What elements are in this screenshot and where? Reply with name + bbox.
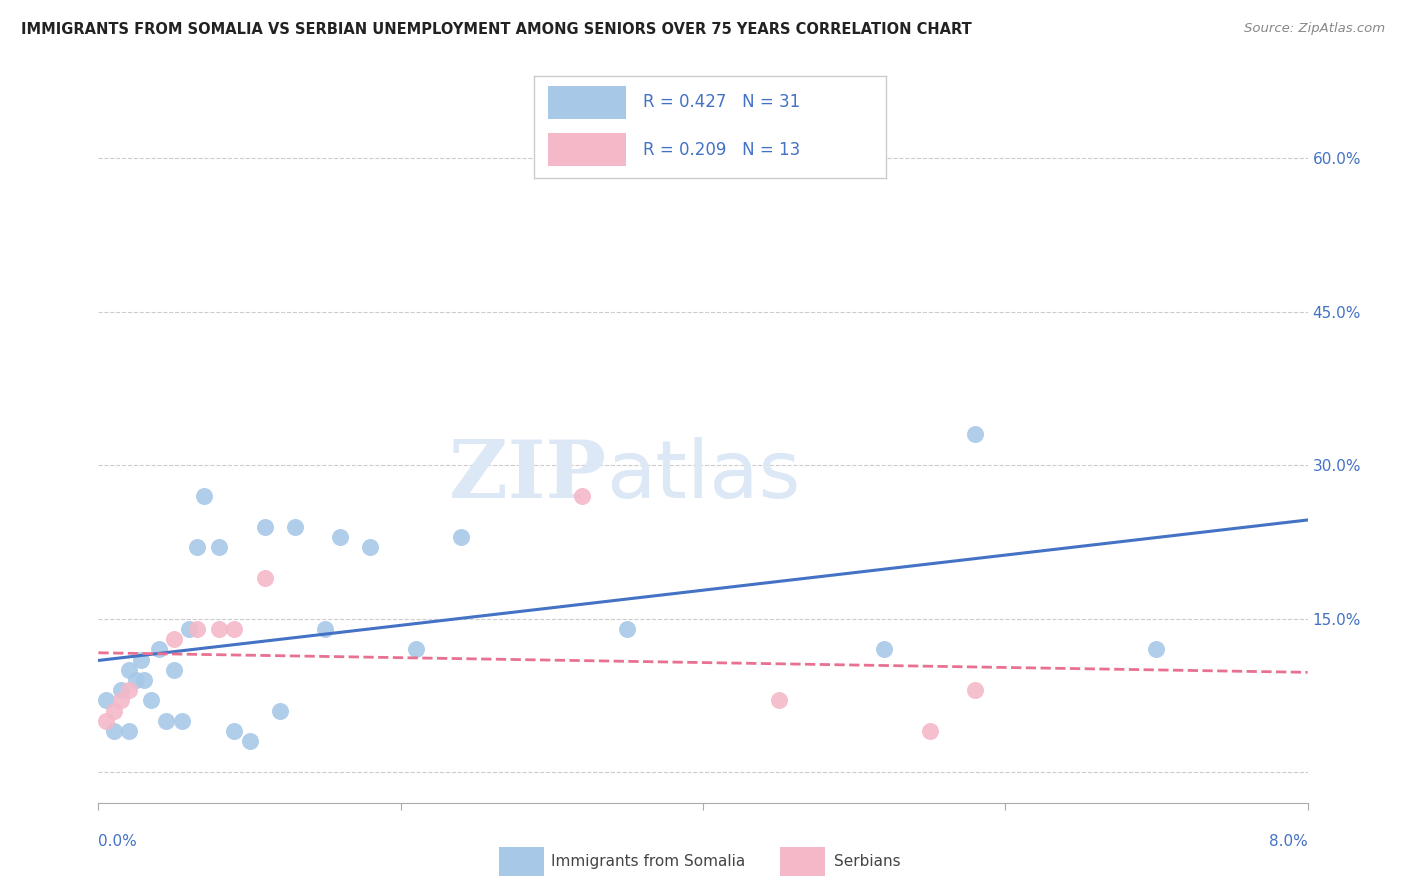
Point [239,734,262,748]
Point [148,642,170,657]
Point [110,683,132,698]
Point [125,673,148,687]
Point [94,693,117,707]
Point [405,642,427,657]
Point [118,724,141,739]
Point [314,622,336,636]
Point [193,489,215,503]
Text: R = 0.427   N = 31: R = 0.427 N = 31 [644,94,800,112]
Point [118,683,141,698]
Point [253,571,276,585]
Point [965,427,987,442]
Text: R = 0.209   N = 13: R = 0.209 N = 13 [644,141,800,159]
Point [224,622,246,636]
Point [269,704,291,718]
Point [163,632,186,646]
Point [208,540,231,554]
Point [186,622,208,636]
Text: 0.0%: 0.0% [98,834,138,849]
Point [918,724,941,739]
Text: atlas: atlas [606,437,800,515]
Point [179,622,201,636]
Point [118,663,141,677]
Point [284,519,307,533]
Point [103,724,125,739]
Text: Source: ZipAtlas.com: Source: ZipAtlas.com [1244,22,1385,36]
Point [1146,642,1168,657]
FancyBboxPatch shape [548,87,626,119]
Text: Immigrants from Somalia: Immigrants from Somalia [551,855,745,869]
Point [129,652,152,666]
Point [186,540,208,554]
Point [450,530,472,544]
Point [141,693,163,707]
Text: Serbians: Serbians [834,855,900,869]
Point [253,519,276,533]
Point [110,693,132,707]
Point [224,724,246,739]
Point [571,489,593,503]
Point [155,714,177,728]
Point [208,622,231,636]
Point [103,704,125,718]
Point [94,714,117,728]
FancyBboxPatch shape [548,133,626,166]
Point [132,673,155,687]
Text: IMMIGRANTS FROM SOMALIA VS SERBIAN UNEMPLOYMENT AMONG SENIORS OVER 75 YEARS CORR: IMMIGRANTS FROM SOMALIA VS SERBIAN UNEMP… [21,22,972,37]
Point [768,693,790,707]
Text: 8.0%: 8.0% [1268,834,1308,849]
Point [170,714,193,728]
Point [163,663,186,677]
Point [965,683,987,698]
Point [616,622,638,636]
Point [329,530,352,544]
Point [873,642,896,657]
Text: ZIP: ZIP [450,437,606,515]
Point [360,540,382,554]
